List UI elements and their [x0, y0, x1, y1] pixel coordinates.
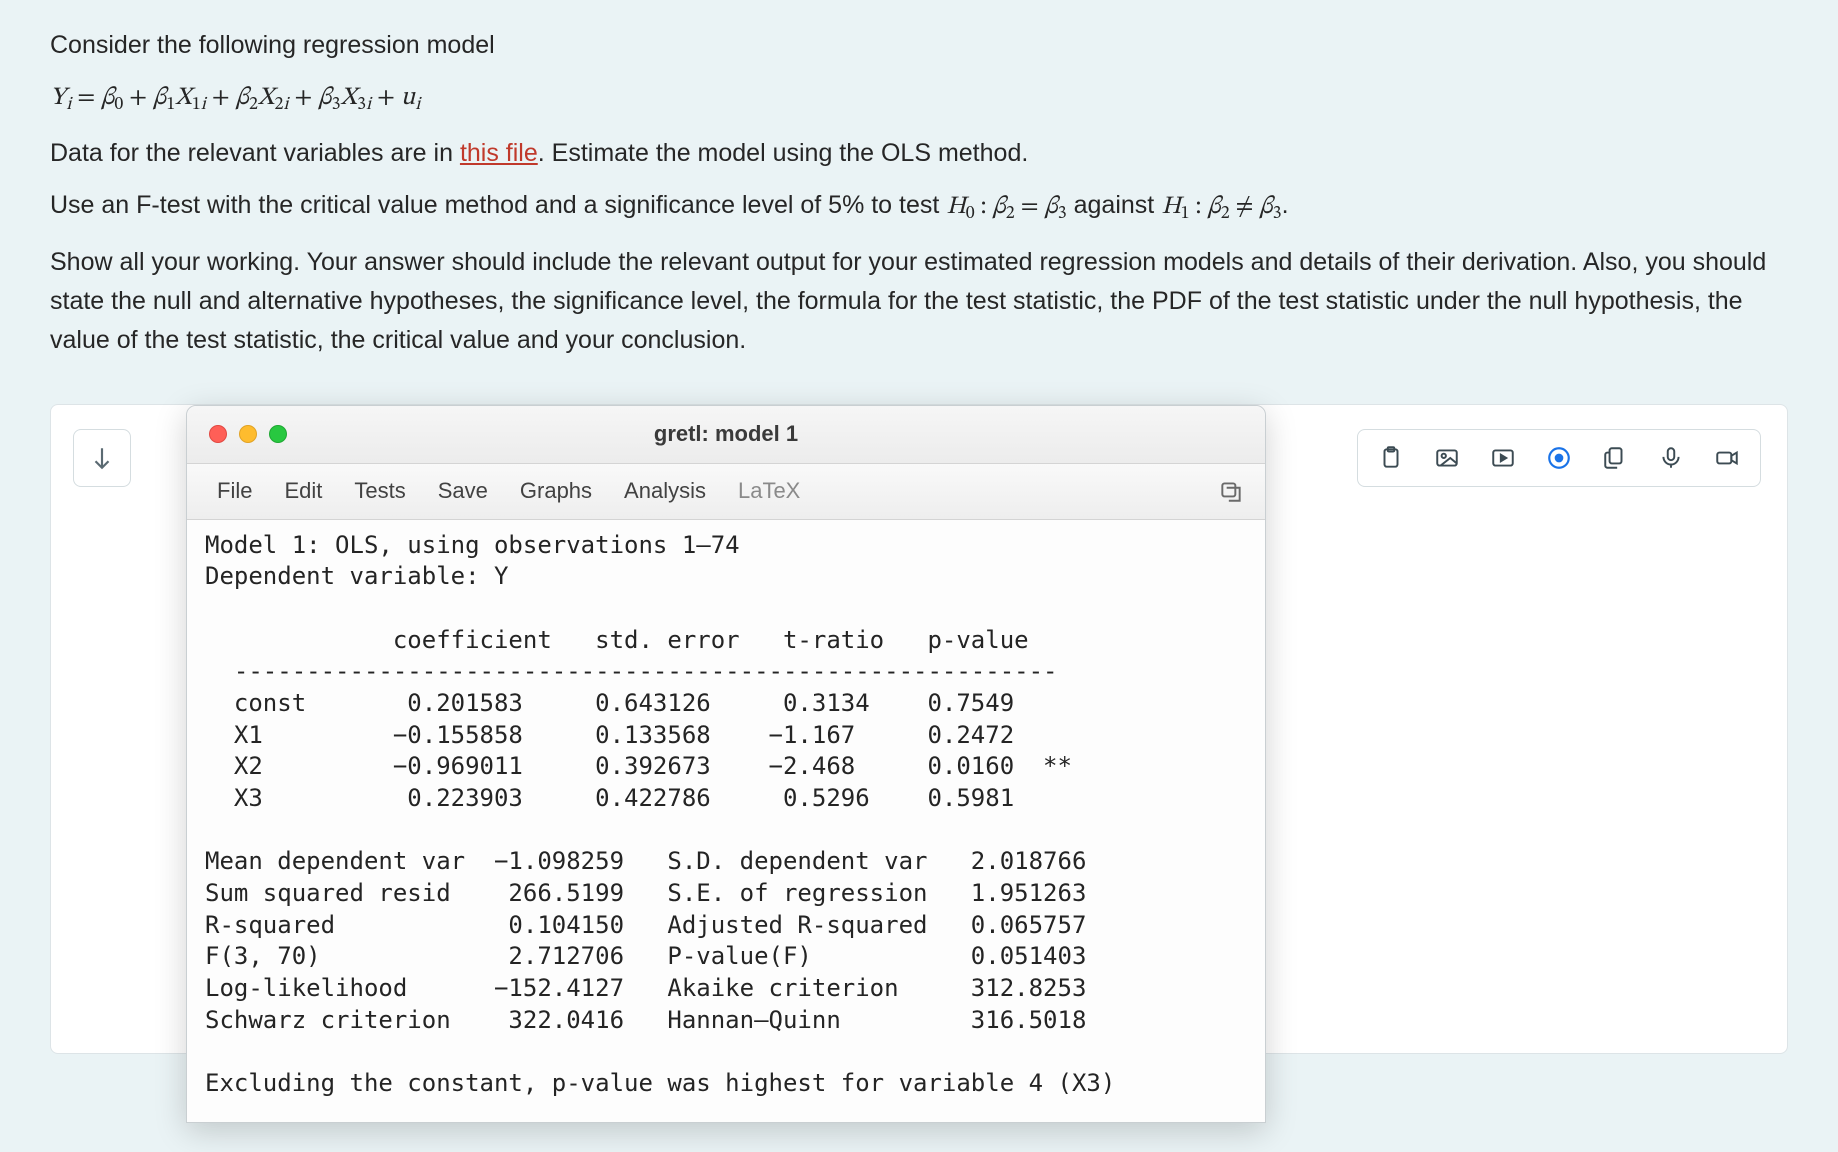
insert-video-button[interactable] — [1476, 434, 1530, 482]
zoom-window-button[interactable] — [269, 425, 287, 443]
gretl-window: gretl: model 1 File Edit Tests Save Grap… — [186, 405, 1266, 1123]
close-window-button[interactable] — [209, 425, 227, 443]
record-button[interactable] — [1532, 434, 1586, 482]
menu-graphs[interactable]: Graphs — [506, 470, 606, 512]
record-circle-icon — [1546, 445, 1572, 471]
question-line-1: Consider the following regression model — [50, 26, 1788, 65]
video-camera-icon — [1714, 445, 1740, 471]
menu-analysis[interactable]: Analysis — [610, 470, 720, 512]
menu-tests[interactable]: Tests — [340, 470, 419, 512]
menu-edit[interactable]: Edit — [270, 470, 336, 512]
question-line-4: Use an F-test with the critical value me… — [50, 186, 1788, 229]
menu-latex[interactable]: LaTeX — [724, 470, 814, 512]
window-title: gretl: model 1 — [187, 421, 1265, 447]
clipboard-icon — [1378, 445, 1404, 471]
window-menu-icon[interactable] — [1213, 473, 1249, 509]
data-file-link[interactable]: this file — [460, 139, 538, 167]
drag-handle[interactable] — [73, 429, 131, 487]
gretl-output: Model 1: OLS, using observations 1–74 De… — [187, 520, 1265, 1122]
menu-save[interactable]: Save — [424, 470, 502, 512]
question-text: Consider the following regression model … — [0, 0, 1838, 386]
stack-icon — [1218, 478, 1244, 504]
files-button[interactable] — [1588, 434, 1642, 482]
file-copy-icon — [1602, 445, 1628, 471]
question-line-5: Show all your working. Your answer shoul… — [50, 243, 1788, 359]
window-titlebar[interactable]: gretl: model 1 — [187, 406, 1265, 464]
gretl-menubar: File Edit Tests Save Graphs Analysis LaT… — [187, 464, 1265, 520]
minimize-window-button[interactable] — [239, 425, 257, 443]
regression-equation: Yi = β0 + β1X1i + β2X2i + β3X3i + ui — [50, 79, 1788, 120]
answer-editor[interactable]: gretl: model 1 File Edit Tests Save Grap… — [50, 404, 1788, 1054]
window-controls — [209, 425, 287, 443]
drag-arrow-icon — [89, 445, 115, 471]
microphone-button[interactable] — [1644, 434, 1698, 482]
paste-button[interactable] — [1364, 434, 1418, 482]
insert-image-button[interactable] — [1420, 434, 1474, 482]
menu-file[interactable]: File — [203, 470, 266, 512]
camera-button[interactable] — [1700, 434, 1754, 482]
film-icon — [1490, 445, 1516, 471]
editor-toolbar — [1357, 429, 1761, 487]
question-line-3: Data for the relevant variables are in t… — [50, 134, 1788, 173]
microphone-icon — [1658, 445, 1684, 471]
image-icon — [1434, 445, 1460, 471]
